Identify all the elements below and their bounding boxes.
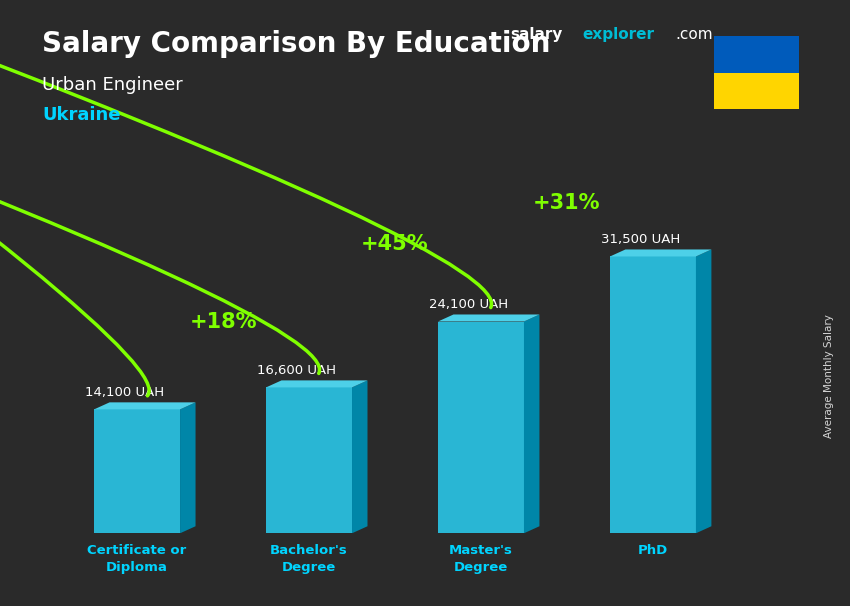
Polygon shape: [610, 256, 696, 533]
Text: 31,500 UAH: 31,500 UAH: [601, 233, 681, 246]
Text: +45%: +45%: [361, 234, 428, 254]
Polygon shape: [180, 402, 196, 533]
Text: +18%: +18%: [190, 311, 257, 331]
Text: explorer: explorer: [582, 27, 654, 42]
Text: 14,100 UAH: 14,100 UAH: [86, 386, 165, 399]
Bar: [714, 73, 799, 109]
Polygon shape: [438, 322, 524, 533]
Polygon shape: [438, 315, 540, 322]
Text: Urban Engineer: Urban Engineer: [42, 76, 184, 94]
Text: 16,600 UAH: 16,600 UAH: [258, 364, 337, 377]
Polygon shape: [266, 381, 367, 387]
Text: salary: salary: [510, 27, 563, 42]
Text: Ukraine: Ukraine: [42, 106, 121, 124]
Text: +31%: +31%: [533, 193, 601, 213]
Text: .com: .com: [676, 27, 713, 42]
Polygon shape: [524, 315, 540, 533]
Text: 24,100 UAH: 24,100 UAH: [429, 298, 508, 311]
Text: Average Monthly Salary: Average Monthly Salary: [824, 314, 834, 438]
Polygon shape: [352, 381, 367, 533]
Bar: [714, 36, 799, 73]
Polygon shape: [94, 402, 196, 410]
Polygon shape: [696, 250, 711, 533]
Polygon shape: [94, 410, 180, 533]
Text: Salary Comparison By Education: Salary Comparison By Education: [42, 30, 551, 58]
Polygon shape: [266, 387, 352, 533]
Polygon shape: [610, 250, 711, 256]
